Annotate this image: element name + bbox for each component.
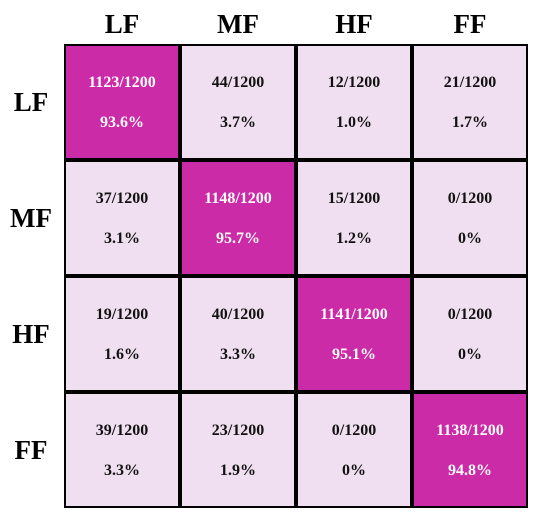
cell-count: 44/1200 xyxy=(211,74,265,91)
row-label-lf: LF xyxy=(13,87,49,117)
cell-percentage: 93.6% xyxy=(100,114,144,131)
matrix-cell-ff-lf: 39/1200 3.3% xyxy=(64,392,180,508)
matrix-cell-hf-hf: 1141/1200 95.1% xyxy=(296,276,412,392)
matrix-cell-lf-hf: 12/1200 1.0% xyxy=(296,44,412,160)
row-label-hf: HF xyxy=(12,319,50,349)
column-label-ff: FF xyxy=(453,9,487,39)
cell-percentage: 1.9% xyxy=(220,462,256,479)
matrix-cell-mf-hf: 15/1200 1.2% xyxy=(296,160,412,276)
cell-count: 37/1200 xyxy=(95,190,149,207)
cell-percentage: 1.7% xyxy=(452,114,488,131)
cell-count: 1141/1200 xyxy=(320,306,388,323)
matrix-cell-ff-hf: 0/1200 0% xyxy=(296,392,412,508)
cell-percentage: 1.6% xyxy=(104,346,140,363)
matrix-cell-hf-lf: 19/1200 1.6% xyxy=(64,276,180,392)
cell-count: 19/1200 xyxy=(95,306,149,323)
column-label-lf: LF xyxy=(104,9,140,39)
matrix-cell-hf-mf: 40/1200 3.3% xyxy=(180,276,296,392)
cell-count: 0/1200 xyxy=(447,306,493,323)
row-label-ff: FF xyxy=(14,435,48,465)
cell-percentage: 95.7% xyxy=(216,230,260,247)
cell-percentage: 3.7% xyxy=(220,114,256,131)
cell-count: 1123/1200 xyxy=(88,74,156,91)
cell-count: 0/1200 xyxy=(447,190,493,207)
matrix-cell-lf-lf: 1123/1200 93.6% xyxy=(64,44,180,160)
matrix-cell-ff-mf: 23/1200 1.9% xyxy=(180,392,296,508)
matrix-cell-mf-ff: 0/1200 0% xyxy=(412,160,528,276)
cell-count: 15/1200 xyxy=(327,190,381,207)
matrix-cell-ff-ff: 1138/1200 94.8% xyxy=(412,392,528,508)
cell-count: 12/1200 xyxy=(327,74,381,91)
cell-count: 23/1200 xyxy=(211,422,265,439)
column-label-mf: MF xyxy=(217,9,259,39)
matrix-cell-mf-lf: 37/1200 3.1% xyxy=(64,160,180,276)
cell-percentage: 95.1% xyxy=(332,346,376,363)
row-label-mf: MF xyxy=(10,203,52,233)
matrix-cell-mf-mf: 1148/1200 95.7% xyxy=(180,160,296,276)
cell-percentage: 94.8% xyxy=(448,462,492,479)
cell-percentage: 3.3% xyxy=(104,462,140,479)
cell-percentage: 0% xyxy=(458,346,482,363)
matrix-cell-hf-ff: 0/1200 0% xyxy=(412,276,528,392)
cell-count: 1138/1200 xyxy=(436,422,504,439)
cell-count: 39/1200 xyxy=(95,422,149,439)
cell-percentage: 3.1% xyxy=(104,230,140,247)
cell-count: 40/1200 xyxy=(211,306,265,323)
cell-percentage: 3.3% xyxy=(220,346,256,363)
cell-percentage: 0% xyxy=(458,230,482,247)
matrix-cell-lf-ff: 21/1200 1.7% xyxy=(412,44,528,160)
cell-count: 0/1200 xyxy=(331,422,377,439)
matrix-cell-lf-mf: 44/1200 3.7% xyxy=(180,44,296,160)
cell-percentage: 1.2% xyxy=(336,230,372,247)
column-label-hf: HF xyxy=(335,9,373,39)
cell-count: 1148/1200 xyxy=(204,190,272,207)
cell-count: 21/1200 xyxy=(443,74,497,91)
cell-percentage: 1.0% xyxy=(336,114,372,131)
cell-percentage: 0% xyxy=(342,462,366,479)
